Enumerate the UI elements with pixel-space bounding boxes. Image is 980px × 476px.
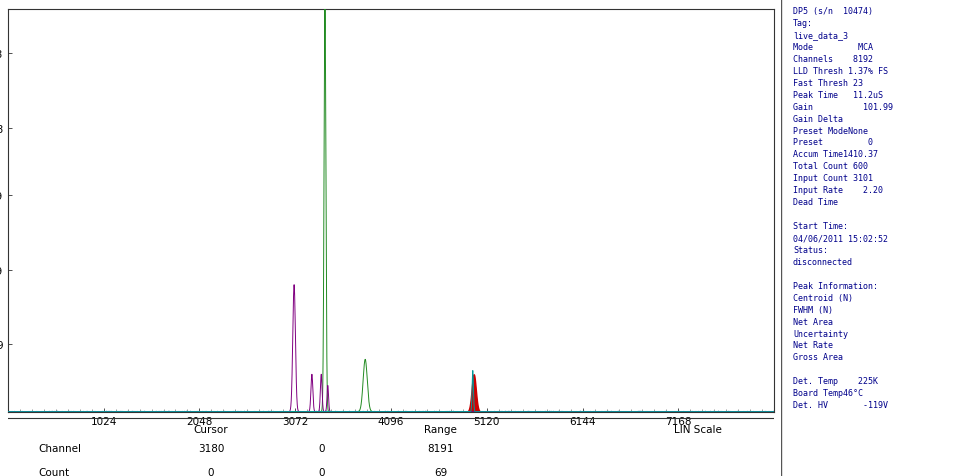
Text: Range: Range [424,425,458,435]
Text: Cursor: Cursor [194,425,228,435]
Text: 0: 0 [208,466,215,476]
Text: DP5 (s/n  10474)
Tag:
live_data_3
Mode         MCA
Channels    8192
LLD Thresh 1: DP5 (s/n 10474) Tag: live_data_3 Mode MC… [793,7,893,409]
Text: Channel: Channel [38,443,81,453]
Text: 0: 0 [318,443,325,453]
Text: LIN Scale: LIN Scale [673,425,721,435]
Text: 69: 69 [434,466,448,476]
Text: 0: 0 [318,466,325,476]
Text: Count: Count [38,466,70,476]
Text: 8191: 8191 [427,443,454,453]
Text: 3180: 3180 [198,443,224,453]
